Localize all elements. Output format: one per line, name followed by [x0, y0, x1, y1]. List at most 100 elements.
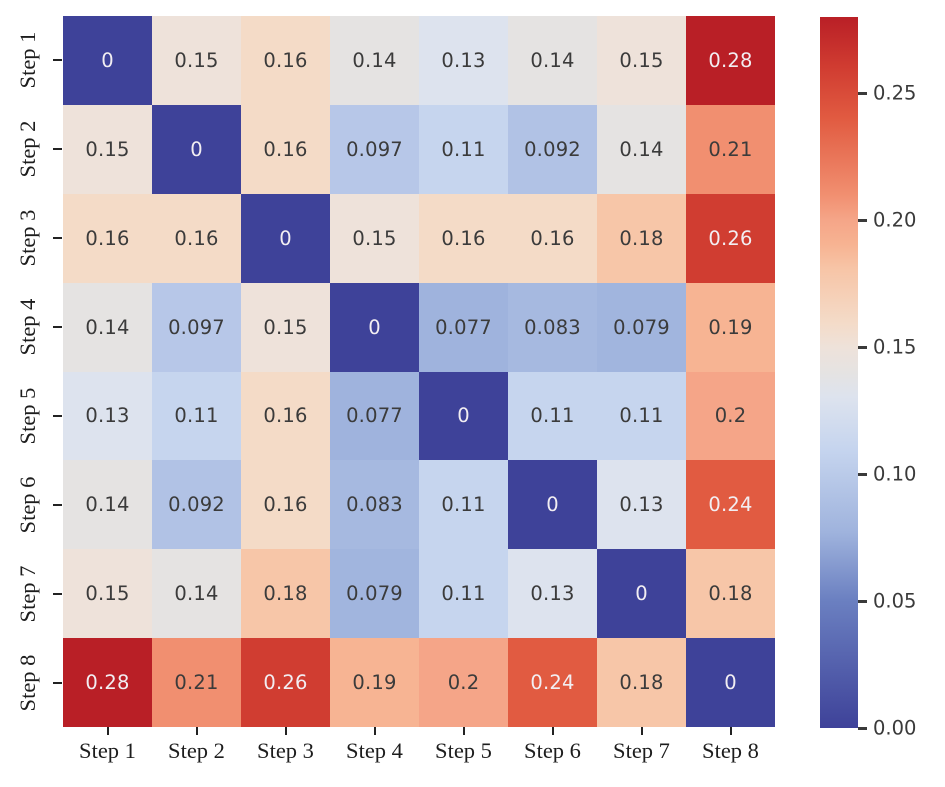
- x-axis-tick-label: Step 4: [346, 738, 403, 763]
- colorbar-tick-mark: [858, 346, 867, 349]
- heatmap-cell: 0.16: [508, 193, 597, 283]
- heatmap-cell: 0.16: [241, 104, 330, 194]
- y-axis-tick-mark: [53, 414, 62, 417]
- heatmap-cell: 0.14: [330, 16, 419, 105]
- y-axis-tick-mark: [53, 59, 62, 62]
- y-axis-tick-label: Step 4: [15, 298, 40, 356]
- colorbar-tick-label: 0.25: [873, 81, 917, 105]
- heatmap-cell: 0.11: [152, 371, 241, 461]
- colorbar-tick-label: 0.20: [873, 208, 917, 232]
- y-axis-tick-label: Step 8: [15, 654, 40, 712]
- x-axis-tick-mark: [284, 727, 287, 735]
- y-axis-tick-label: Step 7: [15, 565, 40, 623]
- x-axis-tick-mark: [729, 727, 732, 735]
- heatmap-cell: 0.19: [686, 282, 775, 372]
- heatmap-cell: 0.13: [508, 549, 597, 639]
- heatmap-cell: 0.28: [686, 16, 775, 105]
- heatmap-cell: 0.15: [63, 549, 152, 639]
- colorbar-tick-mark: [858, 600, 867, 603]
- heatmap-cell: 0.11: [597, 371, 686, 461]
- y-axis-tick-mark: [53, 326, 62, 329]
- y-axis-tick-mark: [53, 592, 62, 595]
- heatmap-cell: 0.16: [152, 193, 241, 283]
- y-axis-tick-label: Step 5: [15, 387, 40, 445]
- heatmap-grid: 0 0.15 0.16 0.14 0.13 0.14 0.15 0.28 0.15 0 0.16 0.…: [63, 16, 775, 727]
- heatmap-cell: 0.16: [419, 193, 508, 283]
- colorbar-tick-mark: [858, 92, 867, 95]
- heatmap-cell: 0.097: [152, 282, 241, 372]
- heatmap-cell: 0.26: [241, 638, 330, 727]
- heatmap-cell: 0.24: [686, 460, 775, 550]
- colorbar-tick-mark: [858, 727, 867, 730]
- heatmap-cell: 0.079: [330, 549, 419, 639]
- heatmap-cell: 0.28: [63, 638, 152, 727]
- heatmap-cell: 0.092: [508, 104, 597, 194]
- heatmap-cell: 0: [241, 193, 330, 283]
- heatmap-cell: 0.26: [686, 193, 775, 283]
- heatmap-cell: 0.18: [597, 638, 686, 727]
- x-axis-tick-mark: [462, 727, 465, 735]
- heatmap-cell: 0.16: [63, 193, 152, 283]
- x-axis-tick-label: Step 5: [435, 738, 492, 763]
- heatmap-cell: 0: [63, 16, 152, 105]
- colorbar-tick-label: 0.15: [873, 335, 917, 359]
- y-axis-tick-mark: [53, 237, 62, 240]
- heatmap-cell: 0.18: [686, 549, 775, 639]
- heatmap-cell: 0.21: [686, 104, 775, 194]
- heatmap-cell: 0.15: [597, 16, 686, 105]
- x-axis-tick-label: Step 7: [613, 738, 670, 763]
- heatmap-cell: 0.16: [241, 460, 330, 550]
- heatmap-cell: 0.077: [419, 282, 508, 372]
- heatmap-cell: 0.14: [597, 104, 686, 194]
- heatmap-cell: 0.13: [63, 371, 152, 461]
- colorbar-tick-label: 0.05: [873, 589, 917, 613]
- x-axis-tick-mark: [195, 727, 198, 735]
- heatmap-cell: 0.079: [597, 282, 686, 372]
- heatmap-cell: 0.11: [419, 460, 508, 550]
- heatmap-cell: 0.13: [419, 16, 508, 105]
- heatmap-cell: 0.18: [241, 549, 330, 639]
- heatmap-cell: 0: [419, 371, 508, 461]
- heatmap-cell: 0.24: [508, 638, 597, 727]
- colorbar-tick-mark: [858, 473, 867, 476]
- x-axis-tick-mark: [551, 727, 554, 735]
- x-axis-tick-label: Step 3: [257, 738, 314, 763]
- colorbar-tick-label: 0.00: [873, 716, 917, 740]
- x-axis-tick-label: Step 2: [168, 738, 225, 763]
- heatmap-cell: 0.15: [63, 104, 152, 194]
- heatmap-cell: 0.14: [152, 549, 241, 639]
- heatmap-cell: 0: [508, 460, 597, 550]
- heatmap-cell: 0: [597, 549, 686, 639]
- y-axis-tick-label: Step 3: [15, 209, 40, 267]
- heatmap-cell: 0.21: [152, 638, 241, 727]
- heatmap-cell: 0.14: [63, 460, 152, 550]
- heatmap-cell: 0.16: [241, 371, 330, 461]
- heatmap-cell: 0.15: [241, 282, 330, 372]
- y-axis-tick-mark: [53, 681, 62, 684]
- heatmap-cell: 0.14: [508, 16, 597, 105]
- x-axis-tick-mark: [106, 727, 109, 735]
- colorbar-gradient: [820, 17, 858, 728]
- colorbar-tick-label: 0.10: [873, 462, 917, 486]
- heatmap-cell: 0: [152, 104, 241, 194]
- y-axis-tick-label: Step 1: [15, 31, 40, 89]
- heatmap-cell: 0.15: [330, 193, 419, 283]
- heatmap-cell: 0.2: [686, 371, 775, 461]
- heatmap-cell: 0.11: [419, 104, 508, 194]
- heatmap-cell: 0: [686, 638, 775, 727]
- heatmap-cell: 0.2: [419, 638, 508, 727]
- heatmap-cell: 0: [330, 282, 419, 372]
- heatmap-cell: 0.083: [508, 282, 597, 372]
- heatmap-cell: 0.14: [63, 282, 152, 372]
- heatmap-cell: 0.097: [330, 104, 419, 194]
- heatmap-cell: 0.18: [597, 193, 686, 283]
- heatmap-cell: 0.092: [152, 460, 241, 550]
- x-axis-tick-label: Step 8: [702, 738, 759, 763]
- colorbar-tick-mark: [858, 219, 867, 222]
- x-axis-tick-mark: [640, 727, 643, 735]
- x-axis-tick-label: Step 1: [79, 738, 136, 763]
- heatmap-cell: 0.13: [597, 460, 686, 550]
- heatmap-cell: 0.083: [330, 460, 419, 550]
- x-axis-tick-label: Step 6: [524, 738, 581, 763]
- heatmap-cell: 0.077: [330, 371, 419, 461]
